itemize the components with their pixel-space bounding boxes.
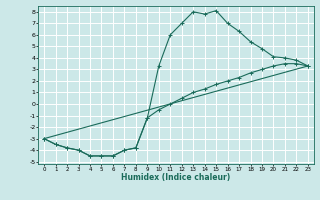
X-axis label: Humidex (Indice chaleur): Humidex (Indice chaleur) bbox=[121, 173, 231, 182]
